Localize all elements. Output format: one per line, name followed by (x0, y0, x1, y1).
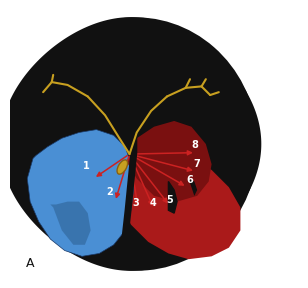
Text: A: A (26, 257, 34, 270)
Text: 1: 1 (83, 161, 90, 170)
Text: 7: 7 (194, 159, 201, 168)
Polygon shape (50, 202, 91, 245)
Polygon shape (114, 156, 241, 259)
Text: 3: 3 (132, 198, 139, 208)
Polygon shape (168, 181, 177, 213)
Polygon shape (0, 17, 261, 271)
Polygon shape (188, 179, 197, 196)
Polygon shape (27, 130, 134, 256)
Text: 4: 4 (150, 198, 156, 208)
Text: 5: 5 (166, 195, 173, 205)
Ellipse shape (117, 160, 128, 174)
Polygon shape (128, 121, 212, 202)
Text: 8: 8 (192, 141, 198, 150)
Text: 2: 2 (106, 187, 113, 196)
Text: 6: 6 (187, 175, 193, 185)
Ellipse shape (16, 17, 258, 271)
